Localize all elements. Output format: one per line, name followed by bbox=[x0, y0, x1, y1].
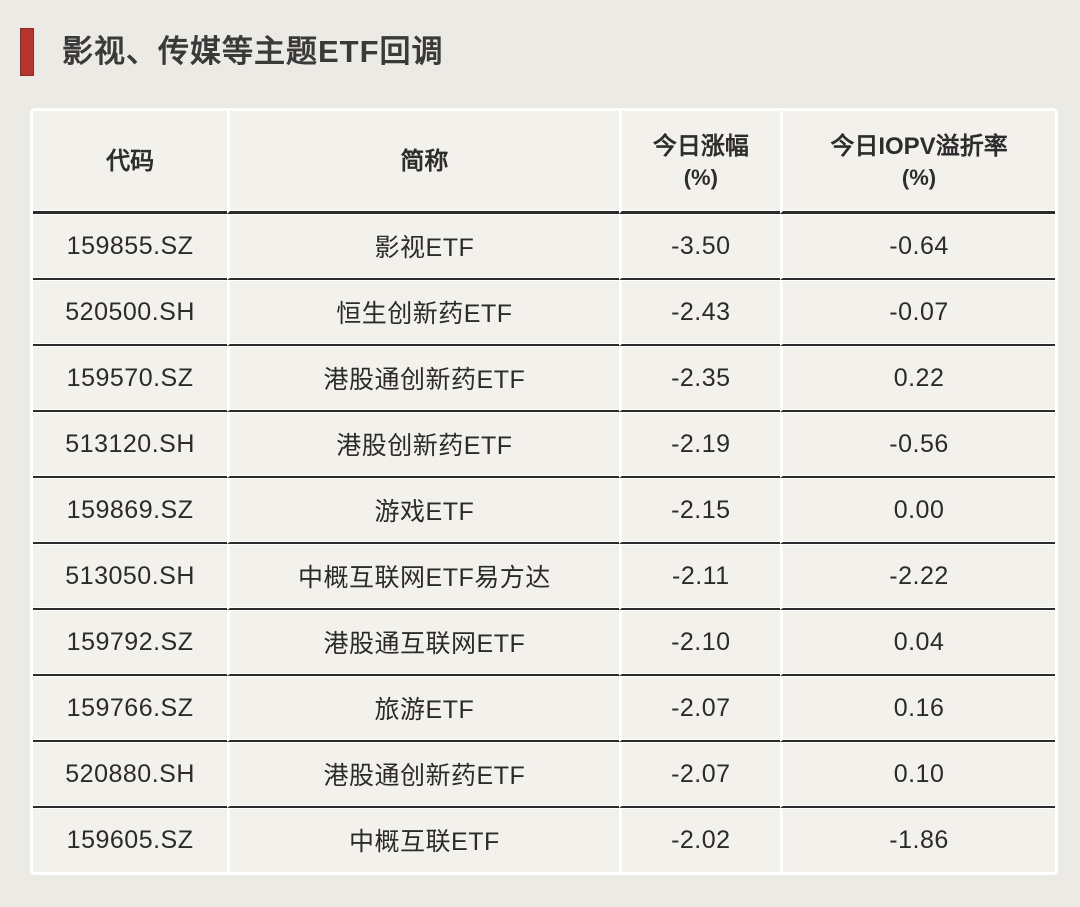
cell-iopv: 0.00 bbox=[780, 478, 1055, 544]
table-row: 513120.SH 港股创新药ETF -2.19 -0.56 bbox=[33, 412, 1055, 478]
table-row: 159869.SZ 游戏ETF -2.15 0.00 bbox=[33, 478, 1055, 544]
cell-iopv: 0.04 bbox=[780, 610, 1055, 676]
cell-name: 游戏ETF bbox=[227, 478, 619, 544]
cell-change: -2.07 bbox=[618, 742, 781, 808]
cell-name: 港股通创新药ETF bbox=[227, 742, 619, 808]
header-row: 代码 简称 今日涨幅 (%) 今日IOPV溢折率 (%) bbox=[33, 111, 1055, 214]
cell-iopv: -1.86 bbox=[780, 808, 1055, 872]
cell-code: 159570.SZ bbox=[33, 346, 228, 412]
cell-code: 520880.SH bbox=[33, 742, 228, 808]
etf-table: 代码 简称 今日涨幅 (%) 今日IOPV溢折率 (%) 1598 bbox=[33, 111, 1055, 872]
cell-change: -2.10 bbox=[618, 610, 781, 676]
column-header-name: 简称 bbox=[227, 111, 619, 214]
cell-name: 中概互联网ETF易方达 bbox=[227, 544, 619, 610]
column-header-label: 今日IOPV溢折率 bbox=[830, 132, 1008, 160]
table-row: 159792.SZ 港股通互联网ETF -2.10 0.04 bbox=[33, 610, 1055, 676]
cell-name: 恒生创新药ETF bbox=[227, 280, 619, 346]
cell-iopv: 0.10 bbox=[780, 742, 1055, 808]
cell-iopv: -0.56 bbox=[780, 412, 1055, 478]
title-row: 影视、传媒等主题ETF回调 bbox=[0, 0, 1080, 78]
column-header-label: 代码 bbox=[106, 147, 155, 175]
table-header: 代码 简称 今日涨幅 (%) 今日IOPV溢折率 (%) bbox=[33, 111, 1055, 214]
table-row: 159855.SZ 影视ETF -3.50 -0.64 bbox=[33, 214, 1055, 280]
cell-code: 159855.SZ bbox=[33, 214, 228, 280]
cell-change: -2.43 bbox=[618, 280, 781, 346]
column-header-code: 代码 bbox=[33, 111, 228, 214]
cell-code: 159792.SZ bbox=[33, 610, 228, 676]
cell-code: 159605.SZ bbox=[33, 808, 227, 872]
cell-name: 中概互联ETF bbox=[227, 808, 618, 872]
cell-name: 旅游ETF bbox=[227, 676, 619, 742]
column-header-unit: (%) bbox=[901, 164, 937, 190]
title-accent-bar bbox=[20, 28, 34, 76]
cell-code: 159869.SZ bbox=[33, 478, 228, 544]
cell-change: -2.35 bbox=[618, 346, 781, 412]
cell-change: -2.19 bbox=[618, 412, 781, 478]
cell-code: 513120.SH bbox=[33, 412, 228, 478]
table-row: 520500.SH 恒生创新药ETF -2.43 -0.07 bbox=[33, 280, 1055, 346]
cell-code: 520500.SH bbox=[33, 280, 228, 346]
cell-iopv: 0.16 bbox=[780, 676, 1055, 742]
cell-name: 港股通创新药ETF bbox=[227, 346, 619, 412]
table-row: 520880.SH 港股通创新药ETF -2.07 0.10 bbox=[33, 742, 1055, 808]
cell-code: 513050.SH bbox=[33, 544, 228, 610]
table-row: 159605.SZ 中概互联ETF -2.02 -1.86 bbox=[33, 808, 1055, 872]
column-header-change: 今日涨幅 (%) bbox=[618, 111, 781, 214]
page-title: 影视、传媒等主题ETF回调 bbox=[62, 34, 444, 69]
table-row: 159766.SZ 旅游ETF -2.07 0.16 bbox=[33, 676, 1055, 742]
cell-change: -2.07 bbox=[618, 676, 781, 742]
table-row: 513050.SH 中概互联网ETF易方达 -2.11 -2.22 bbox=[33, 544, 1055, 610]
cell-name: 港股创新药ETF bbox=[227, 412, 619, 478]
cell-change: -2.11 bbox=[618, 544, 781, 610]
cell-iopv: 0.22 bbox=[780, 346, 1055, 412]
column-header-unit: (%) bbox=[683, 164, 718, 190]
cell-iopv: -0.07 bbox=[780, 280, 1055, 346]
cell-iopv: -0.64 bbox=[780, 214, 1055, 280]
etf-table-container: 代码 简称 今日涨幅 (%) 今日IOPV溢折率 (%) 1598 bbox=[30, 108, 1058, 875]
column-header-label: 今日涨幅 bbox=[652, 132, 749, 160]
cell-name: 港股通互联网ETF bbox=[227, 610, 619, 676]
table-row: 159570.SZ 港股通创新药ETF -2.35 0.22 bbox=[33, 346, 1055, 412]
cell-change: -2.15 bbox=[618, 478, 781, 544]
cell-iopv: -2.22 bbox=[780, 544, 1055, 610]
cell-code: 159766.SZ bbox=[33, 676, 228, 742]
cell-change: -2.02 bbox=[618, 808, 780, 872]
table-body: 159855.SZ 影视ETF -3.50 -0.64 520500.SH 恒生… bbox=[33, 214, 1055, 872]
column-header-label: 简称 bbox=[400, 147, 449, 175]
cell-change: -3.50 bbox=[618, 214, 781, 280]
column-header-iopv: 今日IOPV溢折率 (%) bbox=[780, 111, 1055, 214]
cell-name: 影视ETF bbox=[227, 214, 619, 280]
